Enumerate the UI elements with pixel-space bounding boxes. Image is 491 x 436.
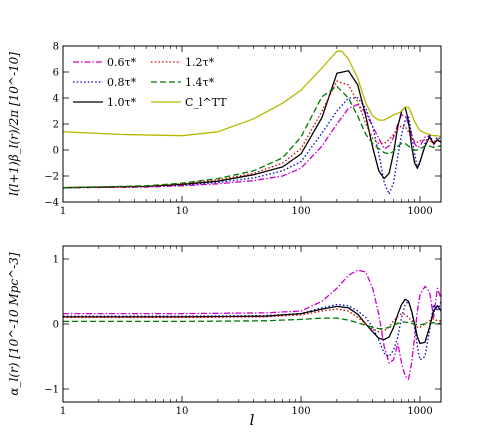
- bottom-panel: 1 10 100 1000 −1 0 1 α_l(r) [10^-10 Mpc^-3] l: [7, 245, 442, 429]
- y-tick-label: −2: [44, 172, 59, 183]
- y-tick-label: 4: [53, 94, 59, 105]
- x-tick-label: 10: [176, 406, 189, 417]
- series-line-0-4: [63, 85, 441, 189]
- legend-label: 1.2τ*: [185, 56, 215, 69]
- x-tick-label: 1000: [407, 406, 432, 417]
- series-line-1-2: [63, 298, 441, 345]
- x-tick-label: 100: [291, 206, 310, 217]
- axes-frame: [62, 245, 442, 403]
- series-line-0-0: [63, 103, 441, 189]
- y-tick-label: −4: [44, 198, 59, 209]
- y-axis-label: l(l+1)β_l(r)/2π [10^-10]: [7, 52, 21, 196]
- legend-label: 0.6τ*: [107, 56, 137, 69]
- legend-label: C_l^TT: [185, 96, 227, 109]
- x-tick-label: 1: [60, 206, 66, 217]
- top-panel: 1 10 100 1000 −4 −2 0 2 4 6 8 l(l+1)β_l(r)/2π [10^-…: [7, 42, 442, 217]
- y-axis-label: α_l(r) [10^-10 Mpc^-3]: [7, 252, 21, 395]
- series-group: [63, 269, 441, 380]
- y-tick-label: 0: [53, 320, 59, 331]
- series-group: [63, 50, 441, 195]
- x-tick-label: 100: [291, 406, 310, 417]
- legend-label: 0.8τ*: [107, 76, 137, 89]
- y-tick-label: 0: [53, 146, 59, 157]
- x-axis-label: l: [250, 411, 255, 429]
- series-line-0-3: [63, 80, 441, 189]
- series-line-0-5: [63, 50, 441, 138]
- series-line-1-4: [63, 317, 441, 330]
- y-tick-label: −1: [44, 385, 59, 396]
- x-tick-label: 10: [176, 206, 189, 217]
- series-line-1-1: [63, 300, 441, 361]
- series-line-0-2: [63, 70, 441, 189]
- legend-label: 1.4τ*: [185, 76, 215, 89]
- x-tick-label: 1: [60, 406, 66, 417]
- y-tick-label: 6: [53, 68, 59, 79]
- x-tick-label: 1000: [407, 206, 432, 217]
- series-line-1-3: [63, 308, 441, 333]
- y-tick-label: 8: [53, 42, 59, 53]
- y-tick-label: 2: [53, 120, 59, 131]
- legend: 0.6τ* 0.8τ* 1.0τ* 1.2τ* 1.4τ* C_l^TT: [73, 56, 227, 109]
- series-line-0-1: [63, 97, 441, 195]
- y-tick-label: 1: [53, 255, 59, 266]
- legend-label: 1.0τ*: [107, 96, 137, 109]
- series-line-1-0: [63, 269, 441, 380]
